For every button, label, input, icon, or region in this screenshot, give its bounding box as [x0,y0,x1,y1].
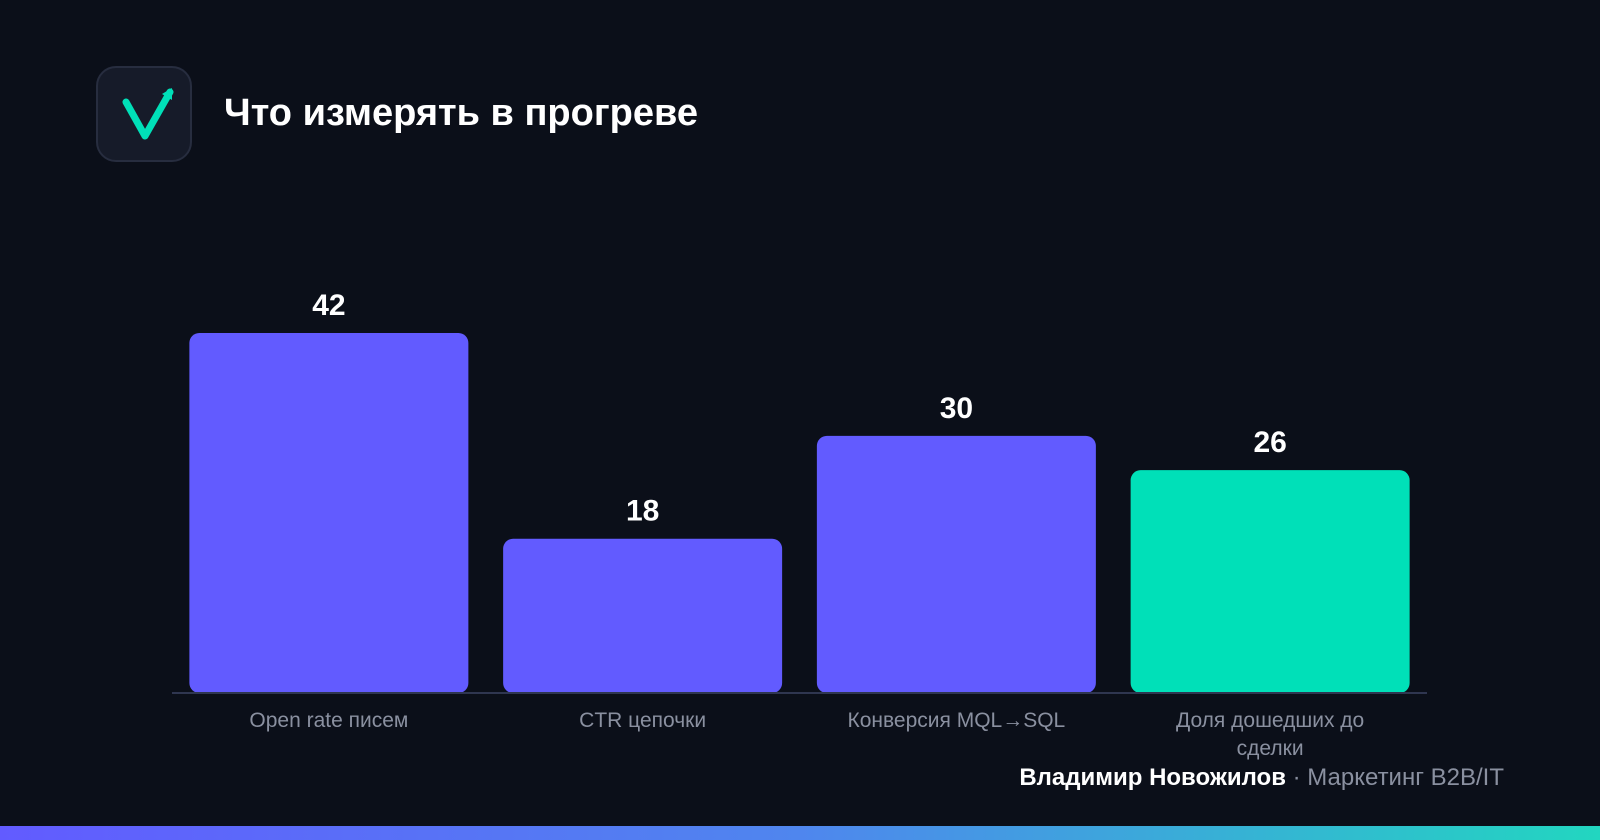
bottom-gradient-bar [0,826,1600,840]
bar-3 [816,435,1096,693]
category-label: Open rate писем [249,709,408,732]
bar-value-label: 30 [940,392,973,425]
bar-2 [503,538,783,693]
checkmark-up-arrow-icon [122,88,174,140]
labels-layer: 42 Open rate писем 18 CTR цепочки 30 Конверси… [249,289,1364,760]
category-label: Доля дошедших до сделки [1176,709,1364,760]
bar-1 [189,333,469,693]
bar-chart: 42 Open rate писем 18 CTR цепочки 30 Конверси… [172,289,1427,760]
bar-4 [1130,470,1410,693]
category-label: Конверсия MQL→SQL [847,709,1065,732]
author-role: · Маркетинг B2B/IT [1292,764,1504,791]
logo-badge [96,66,192,162]
category-label: CTR цепочки [579,709,706,732]
author-name: Владимир Новожилов [1019,764,1286,791]
bar-value-label: 18 [626,495,659,528]
bars-layer [189,333,1410,693]
bar-value-label: 42 [312,289,345,322]
page-title: Что измерять в прогреве [224,92,698,134]
footer-credit: Владимир Новожилов · Маркетинг B2B/IT [1019,764,1504,792]
bar-value-label: 26 [1253,426,1286,459]
